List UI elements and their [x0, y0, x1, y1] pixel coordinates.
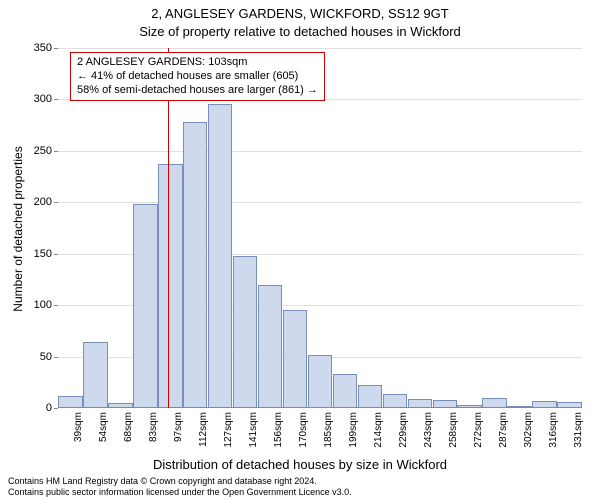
info-line-3: 58% of semi-detached houses are larger (…: [77, 84, 318, 98]
ytick-label: 0: [46, 402, 52, 414]
xtick-label: 331sqm: [573, 412, 584, 448]
xtick-label: 243sqm: [423, 412, 434, 448]
ytick-label: 350: [34, 42, 52, 54]
histogram-bar: [83, 342, 107, 408]
histogram-bar: [258, 285, 282, 408]
xtick-label: 287sqm: [498, 412, 509, 448]
attribution-text: Contains HM Land Registry data © Crown c…: [8, 476, 352, 498]
histogram-bar: [133, 204, 157, 408]
xtick-label: 185sqm: [323, 412, 334, 448]
histogram-bar: [333, 374, 357, 408]
ytick-mark: [54, 99, 58, 100]
ytick-label: 250: [34, 145, 52, 157]
ytick-mark: [54, 305, 58, 306]
ytick-label: 200: [34, 196, 52, 208]
ytick-mark: [54, 202, 58, 203]
ytick-mark: [54, 357, 58, 358]
xtick-label: 214sqm: [373, 412, 384, 448]
xtick-label: 316sqm: [548, 412, 559, 448]
histogram-bar: [358, 385, 382, 408]
y-axis-label-wrap: Number of detached properties: [12, 48, 24, 408]
histogram-bar: [283, 310, 307, 408]
histogram-bar: [308, 355, 332, 408]
histogram-bar: [208, 104, 232, 408]
histogram-bar: [158, 164, 182, 408]
xtick-label: 68sqm: [123, 412, 134, 442]
xtick-label: 272sqm: [473, 412, 484, 448]
xtick-label: 302sqm: [523, 412, 534, 448]
ytick-label: 100: [34, 299, 52, 311]
xtick-label: 258sqm: [448, 412, 459, 448]
reference-line: [168, 48, 169, 408]
plot-area: 2 ANGLESEY GARDENS: 103sqm ← 41% of deta…: [58, 48, 582, 408]
xtick-label: 127sqm: [223, 412, 234, 448]
x-axis-line: [58, 407, 582, 408]
xtick-label: 54sqm: [98, 412, 109, 442]
ytick-label: 300: [34, 93, 52, 105]
info-line-2: ← 41% of detached houses are smaller (60…: [77, 70, 318, 84]
histogram-chart: 2, ANGLESEY GARDENS, WICKFORD, SS12 9GT …: [0, 0, 600, 500]
ytick-mark: [54, 48, 58, 49]
xtick-label: 170sqm: [298, 412, 309, 448]
info-box: 2 ANGLESEY GARDENS: 103sqm ← 41% of deta…: [70, 52, 325, 101]
xtick-label: 112sqm: [198, 412, 209, 447]
histogram-bar: [233, 256, 257, 408]
bars-group: [58, 48, 582, 408]
ytick-label: 50: [40, 351, 52, 363]
xtick-label: 141sqm: [248, 412, 259, 448]
xtick-label: 156sqm: [273, 412, 284, 448]
xtick-label: 39sqm: [73, 412, 84, 442]
attribution-line-2: Contains public sector information licen…: [8, 487, 352, 498]
xtick-label: 83sqm: [148, 412, 159, 442]
histogram-bar: [383, 394, 407, 408]
info-line-1: 2 ANGLESEY GARDENS: 103sqm: [77, 56, 318, 70]
chart-title-sub: Size of property relative to detached ho…: [0, 24, 600, 39]
xtick-label: 199sqm: [348, 412, 359, 448]
y-axis-label: Number of detached properties: [11, 49, 25, 409]
ytick-label: 150: [34, 248, 52, 260]
xtick-label: 97sqm: [173, 412, 184, 442]
chart-title-main: 2, ANGLESEY GARDENS, WICKFORD, SS12 9GT: [0, 6, 600, 21]
ytick-mark: [54, 408, 58, 409]
ytick-mark: [54, 151, 58, 152]
ytick-mark: [54, 254, 58, 255]
x-axis-label: Distribution of detached houses by size …: [0, 457, 600, 472]
attribution-line-1: Contains HM Land Registry data © Crown c…: [8, 476, 352, 487]
xtick-label: 229sqm: [398, 412, 409, 448]
histogram-bar: [183, 122, 207, 408]
